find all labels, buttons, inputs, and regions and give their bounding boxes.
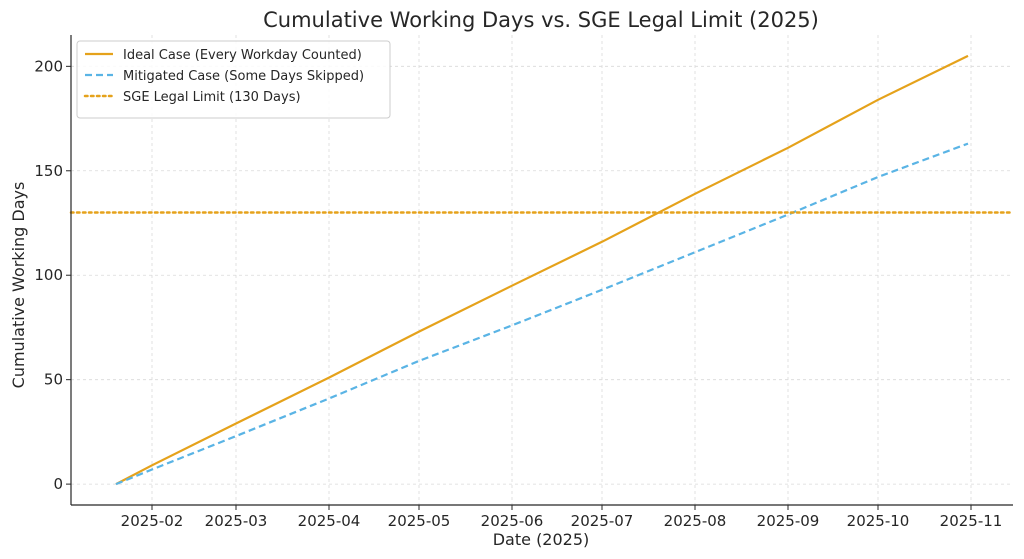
- x-tick-label: 2025-06: [481, 512, 544, 530]
- x-tick-label: 2025-09: [757, 512, 820, 530]
- y-tick-label: 150: [34, 162, 63, 180]
- x-tick-label: 2025-04: [298, 512, 361, 530]
- y-tick-label: 0: [53, 475, 63, 493]
- legend-box: [76, 40, 391, 119]
- x-tick-label: 2025-08: [664, 512, 727, 530]
- chart-title: Cumulative Working Days vs. SGE Legal Li…: [263, 8, 819, 32]
- x-tick-label: 2025-11: [940, 512, 1003, 530]
- y-tick-label: 50: [44, 371, 63, 389]
- series-line-mitigated-case-some-days-skipped: [115, 142, 969, 486]
- legend: Ideal Case (Every Workday Counted) Mitiga…: [76, 40, 391, 119]
- x-axis-ticks: 2025-02 2025-03 2025-04 2025-05 2025-06 2025-…: [121, 505, 1003, 530]
- series-layer: [69, 54, 1015, 486]
- x-axis-label: Date (2025): [493, 530, 590, 549]
- y-axis-ticks: 0 50 100 150 200: [34, 57, 71, 493]
- x-tick-label: 2025-02: [121, 512, 184, 530]
- y-tick-label: 100: [34, 266, 63, 284]
- legend-label: SGE Legal Limit (130 Days): [123, 90, 301, 105]
- legend-label: Mitigated Case (Some Days Skipped): [123, 69, 364, 84]
- axes: [70, 35, 1013, 506]
- x-tick-label: 2025-10: [847, 512, 910, 530]
- y-axis-label: Cumulative Working Days: [9, 182, 28, 389]
- x-tick-label: 2025-03: [205, 512, 268, 530]
- y-tick-label: 200: [34, 57, 63, 75]
- legend-label: Ideal Case (Every Workday Counted): [123, 48, 362, 63]
- series-line-ideal-case-every-workday-counted: [115, 54, 969, 486]
- x-tick-label: 2025-07: [571, 512, 634, 530]
- x-tick-label: 2025-05: [388, 512, 451, 530]
